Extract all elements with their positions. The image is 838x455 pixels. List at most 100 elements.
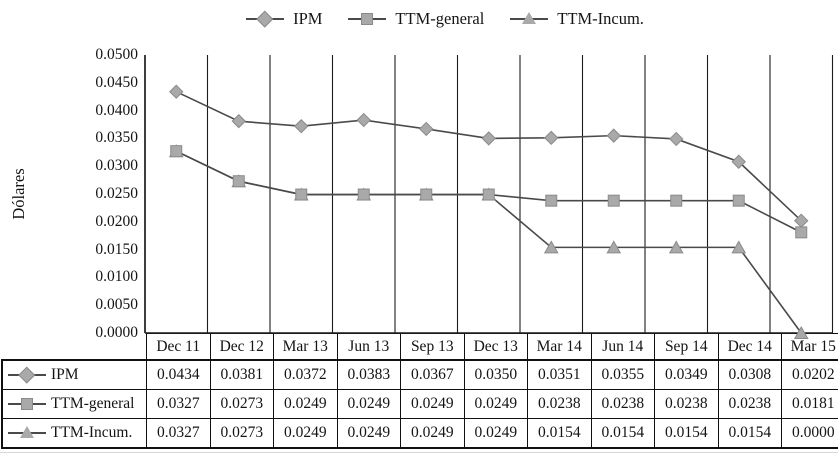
- y-tick-label: 0.0250: [95, 185, 138, 202]
- y-tick-label: 0.0200: [95, 212, 138, 230]
- y-tick-label: 0.0100: [95, 268, 138, 286]
- table-value-cell: 0.0383: [336, 359, 401, 390]
- table-value-cell: 0.0249: [400, 418, 465, 449]
- triangle-marker-icon: [293, 187, 309, 201]
- chart-legend: IPM TTM-general TTM-Incum.: [0, 6, 838, 32]
- legend-label: TTM-Incum.: [557, 9, 644, 28]
- diamond-marker-icon: [8, 366, 46, 383]
- table-value-cell: 0.0355: [590, 359, 655, 390]
- triangle-marker-icon: [481, 187, 497, 201]
- table-value-cell: 0.0350: [463, 359, 528, 390]
- y-tick-label: 0.0350: [95, 129, 138, 147]
- table-header-cell: Sep 13: [400, 333, 465, 361]
- square-marker-icon: [795, 226, 808, 239]
- table-value-cell: 0.0308: [717, 359, 782, 390]
- table-value-cell: 0.0349: [654, 359, 719, 390]
- table-header-cell: Jun 13: [336, 333, 401, 361]
- diamond-marker-icon: [731, 154, 746, 169]
- table-value-cell: 0.0434: [146, 359, 211, 390]
- table-value-cell: 0.0181: [781, 389, 838, 419]
- table-value-cell: 0.0238: [527, 389, 592, 419]
- series-name: TTM-general: [51, 395, 135, 412]
- square-marker-icon: [357, 188, 370, 201]
- square-marker-icon: [8, 397, 46, 411]
- y-tick-label: 0.0400: [95, 101, 138, 119]
- table-value-cell: 0.0238: [717, 389, 782, 419]
- series-line-ttm-general: [175, 150, 802, 234]
- triangle-marker-icon: [731, 240, 747, 254]
- y-tick-label: 0.0450: [95, 73, 138, 91]
- triangle-marker-icon: [168, 144, 184, 158]
- y-axis-title: Dólares: [9, 168, 28, 220]
- y-tick-label: 0.0050: [95, 296, 138, 314]
- series-line-ipm: [175, 90, 802, 222]
- table-corner-blank: [2, 334, 147, 361]
- square-marker-icon: [420, 188, 433, 201]
- legend-item-ttm-incum: TTM-Incum.: [510, 9, 644, 29]
- diamond-marker-icon: [606, 128, 621, 143]
- table-value-cell: 0.0249: [336, 418, 401, 449]
- triangle-marker-icon: [231, 174, 247, 188]
- triangle-marker-icon: [418, 187, 434, 201]
- square-marker-icon: [232, 175, 245, 188]
- diamond-marker-icon: [294, 118, 309, 134]
- table-header-cell: Dec 14: [717, 333, 782, 361]
- triangle-marker-icon: [8, 426, 46, 440]
- diamond-marker-icon: [246, 10, 285, 27]
- table-header-cell: Mar 13: [273, 333, 338, 361]
- table-value-cell: 0.0249: [463, 389, 528, 419]
- legend-item-ttm-general: TTM-general: [348, 9, 484, 29]
- series-name: IPM: [51, 366, 79, 383]
- square-marker-icon: [348, 12, 387, 26]
- square-marker-icon: [482, 188, 495, 201]
- series-label-cell: TTM-Incum.: [1, 418, 147, 449]
- table-header-cell: Mar 15: [781, 333, 838, 361]
- table-value-cell: 0.0351: [527, 359, 592, 390]
- square-marker-icon: [170, 145, 183, 158]
- table-value-cell: 0.0202: [781, 359, 838, 390]
- table-value-cell: 0.0367: [400, 359, 465, 390]
- page-artifact-line: [0, 452, 838, 453]
- data-table: Dec 11 Dec 12 Mar 13 Jun 13 Sep 13 Dec 13 Mar …: [1, 333, 838, 449]
- table-value-cell: 0.0249: [336, 389, 401, 419]
- legend-label: IPM: [293, 9, 323, 28]
- table-value-cell: 0.0273: [209, 418, 274, 449]
- table-value-cell: 0.0327: [146, 389, 211, 419]
- table-header-cell: Dec 11: [146, 333, 211, 361]
- table-value-cell: 0.0154: [654, 418, 719, 449]
- legend-label: TTM-general: [395, 9, 485, 28]
- y-tick-label: 0.0150: [95, 240, 138, 258]
- series-line-ttm-incum-: [175, 150, 802, 334]
- table-value-cell: 0.0238: [654, 389, 719, 419]
- table-value-cell: 0.0249: [273, 389, 338, 419]
- diamond-marker-icon: [544, 130, 559, 146]
- triangle-marker-icon: [668, 240, 684, 254]
- table-value-cell: 0.0154: [527, 418, 592, 449]
- table-value-cell: 0.0381: [209, 359, 274, 390]
- table-value-cell: 0.0249: [463, 418, 528, 449]
- diamond-marker-icon: [481, 131, 496, 146]
- legend-item-ipm: IPM: [246, 9, 322, 29]
- table-value-cell: 0.0327: [146, 418, 211, 449]
- y-tick-label: 0.0300: [95, 157, 138, 175]
- table-value-cell: 0.0000: [781, 418, 838, 449]
- triangle-marker-icon: [510, 12, 549, 26]
- diamond-marker-icon: [794, 213, 809, 228]
- series-name: TTM-Incum.: [51, 424, 133, 441]
- table-value-cell: 0.0249: [273, 418, 338, 449]
- table-value-cell: 0.0238: [590, 389, 655, 419]
- triangle-marker-icon: [543, 240, 559, 254]
- diamond-marker-icon: [356, 112, 371, 128]
- y-tick-label: 0.0500: [95, 46, 138, 63]
- diamond-marker-icon: [419, 121, 434, 137]
- table-value-cell: 0.0154: [717, 418, 782, 449]
- square-marker-icon: [545, 194, 558, 207]
- triangle-marker-icon: [606, 240, 622, 254]
- table-value-cell: 0.0249: [400, 389, 465, 419]
- table-header-cell: Sep 14: [654, 333, 719, 361]
- table-value-cell: 0.0154: [590, 418, 655, 449]
- table-value-cell: 0.0273: [209, 389, 274, 419]
- square-marker-icon: [295, 188, 308, 201]
- square-marker-icon: [732, 194, 745, 207]
